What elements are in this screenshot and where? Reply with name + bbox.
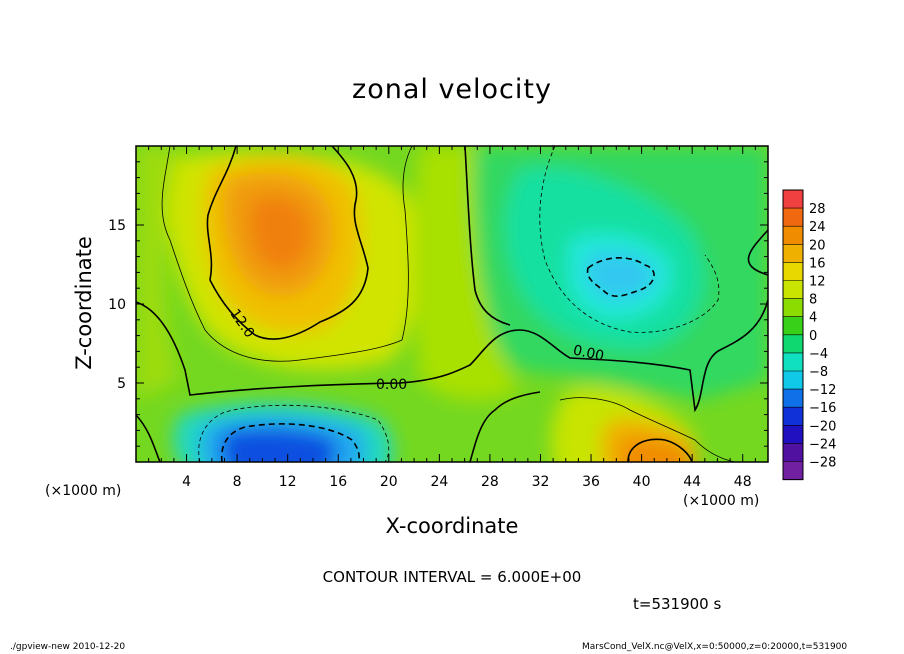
colorbar: 28 24 20 16 12 8 4 0 −4 −8 −12 −16 −20 −24 −28 xyxy=(782,189,836,481)
y-axis-ticks: 5 10 15 xyxy=(108,161,768,447)
contour-neg12-upper-right xyxy=(586,257,655,297)
colorbar-swatch xyxy=(783,298,803,318)
contour-0-main xyxy=(136,299,768,413)
colorbar-label: −16 xyxy=(809,401,836,416)
colorbar-label: 28 xyxy=(809,202,826,217)
colorbar-label: −12 xyxy=(809,383,836,398)
contour-neg12-lower-left xyxy=(220,423,360,462)
colorbar-label: −20 xyxy=(809,419,836,434)
footer-right: MarsCond_VelX.nc@VelX,x=0:50000,z=0:2000… xyxy=(582,642,848,652)
colorbar-label: 16 xyxy=(809,256,826,271)
contour-12-upper xyxy=(206,146,369,340)
colorbar-label: −4 xyxy=(809,347,828,362)
heatmap-field xyxy=(136,146,768,462)
x-tick-label: 4 xyxy=(182,474,191,490)
y-tick-label: 15 xyxy=(108,218,126,234)
colorbar-swatch xyxy=(783,425,803,444)
x-axis-label: X-coordinate xyxy=(385,514,519,538)
colorbar-swatch xyxy=(783,352,803,372)
contour-6-upper xyxy=(161,146,413,362)
colorbar-label: 24 xyxy=(809,220,826,235)
contour-0-lower xyxy=(136,391,541,462)
colorbar-swatch xyxy=(783,208,803,227)
colorbar-swatch xyxy=(783,461,803,481)
colorbar-label: −24 xyxy=(809,437,836,452)
colorbar-swatch xyxy=(783,262,803,281)
x-tick-label: 36 xyxy=(582,474,600,490)
colorbar-swatch xyxy=(783,226,803,245)
colorbar-swatch xyxy=(783,443,803,462)
colorbar-swatch xyxy=(783,280,803,300)
colorbar-swatch xyxy=(783,244,803,263)
colorbar-label: 12 xyxy=(809,275,826,290)
colorbar-swatch xyxy=(783,371,803,390)
colorbar-label: 8 xyxy=(809,293,817,308)
contour-0-vertical xyxy=(464,146,511,326)
contour-label-0-right: 0.00 xyxy=(572,343,606,365)
colorbar-label: 4 xyxy=(809,311,817,326)
colorbar-swatch xyxy=(783,389,803,408)
x-tick-label: 48 xyxy=(734,474,752,490)
x-unit-label: (×1000 m) xyxy=(683,493,760,509)
colorbar-label: −28 xyxy=(809,456,836,471)
colorbar-label: 20 xyxy=(809,238,826,253)
time-label: t=531900 s xyxy=(633,595,722,613)
x-tick-label: 8 xyxy=(233,474,242,490)
contour-interval-text: CONTOUR INTERVAL = 6.000E+00 xyxy=(322,568,582,586)
colorbar-swatch xyxy=(783,334,803,354)
contour-label-0-left: 0.00 xyxy=(376,377,407,393)
x-tick-label: 32 xyxy=(532,474,550,490)
contour-6-lower-right xyxy=(559,397,736,462)
colorbar-swatch xyxy=(783,190,803,209)
x-tick-label: 40 xyxy=(633,474,651,490)
x-tick-label: 44 xyxy=(683,474,701,490)
colorbar-swatch xyxy=(783,316,803,336)
z-unit-label: (×1000 m) xyxy=(45,483,122,499)
y-tick-label: 10 xyxy=(108,297,126,313)
x-tick-label: 20 xyxy=(380,474,398,490)
chart-title: zonal velocity xyxy=(352,74,552,105)
colorbar-label: 0 xyxy=(809,329,817,344)
x-tick-label: 16 xyxy=(329,474,347,490)
colorbar-label: −8 xyxy=(809,365,828,380)
x-tick-label: 28 xyxy=(481,474,499,490)
x-tick-label: 12 xyxy=(279,474,297,490)
contour-0-right xyxy=(747,229,768,276)
x-axis-ticks: 4 8 12 16 20 24 28 32 36 40 44 48 xyxy=(148,146,756,490)
footer-left: ./gpview-new 2010-12-20 xyxy=(10,642,126,652)
contour-12-lower-right xyxy=(627,438,693,462)
contour-neg6-lower-left xyxy=(198,404,390,462)
y-tick-label: 5 xyxy=(117,376,126,392)
colorbar-swatch xyxy=(783,407,803,426)
x-tick-label: 24 xyxy=(430,474,448,490)
